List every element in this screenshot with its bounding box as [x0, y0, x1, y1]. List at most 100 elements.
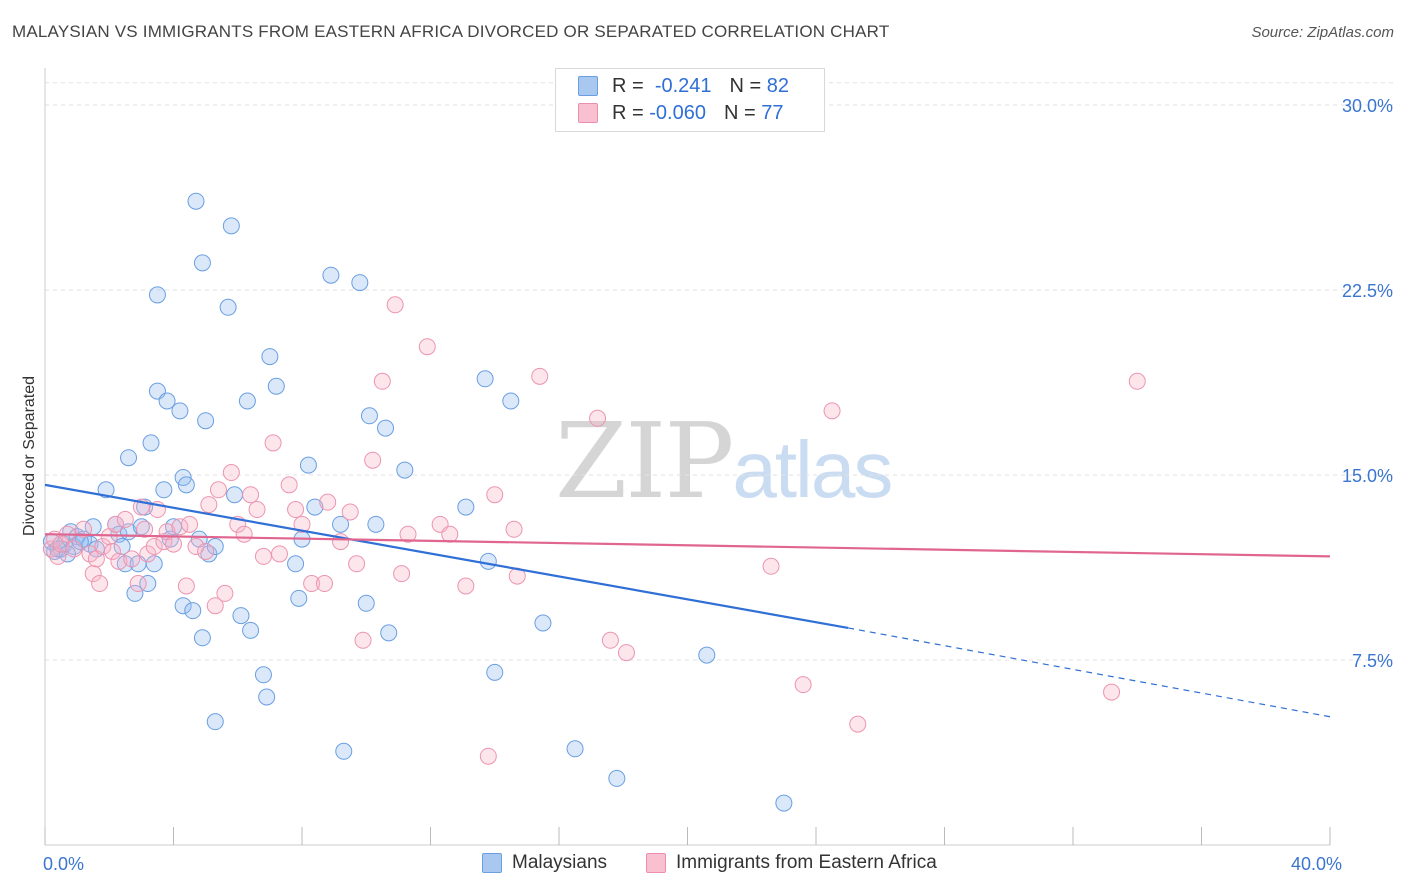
malaysians-point: [486, 663, 504, 681]
immigrants-point: [222, 464, 240, 482]
malaysians-point: [351, 274, 369, 292]
immigrants-point: [399, 525, 417, 543]
y-tick-label: 15.0%: [1342, 466, 1393, 486]
malaysians-point: [193, 629, 211, 647]
immigrants-point: [145, 538, 163, 556]
malaysians-point: [242, 621, 260, 639]
immigrants-point: [177, 577, 195, 595]
immigrants-point: [197, 542, 215, 560]
malaysians-point: [97, 481, 115, 499]
immigrants-point: [235, 525, 253, 543]
watermark: ZIPatlas: [555, 400, 893, 522]
immigrants-point: [364, 451, 382, 469]
immigrants-point: [849, 715, 867, 733]
immigrants-point: [319, 493, 337, 511]
immigrants-point: [181, 515, 199, 533]
legend-r-label: R =: [612, 74, 644, 97]
malaysians-point: [566, 740, 584, 758]
immigrants-point: [393, 565, 411, 583]
immigrants-point: [171, 518, 189, 536]
malaysians-point: [698, 646, 716, 664]
immigrants-point: [348, 555, 366, 573]
malaysians-point: [377, 419, 395, 437]
immigrants-point: [75, 520, 93, 538]
malaysians-point: [367, 515, 385, 533]
immigrants-point: [823, 402, 841, 420]
source-label: Source: ZipAtlas.com: [1251, 24, 1394, 41]
malaysians-point: [290, 589, 308, 607]
malaysians-point: [177, 476, 195, 494]
malaysians-point: [335, 742, 353, 760]
immigrants-point: [110, 552, 128, 570]
immigrants-point: [52, 535, 70, 553]
malaysians-point: [120, 449, 138, 467]
malaysians-point: [287, 555, 305, 573]
chart-title: MALAYSIAN VS IMMIGRANTS FROM EASTERN AFR…: [12, 22, 890, 41]
immigrants-point: [315, 575, 333, 593]
x-tick-label: 40.0%: [1291, 854, 1342, 874]
immigrants-point: [123, 550, 141, 568]
y-tick-label: 7.5%: [1352, 651, 1393, 671]
immigrants-point: [287, 501, 305, 519]
malaysians-point: [113, 538, 131, 556]
malaysians-point: [193, 254, 211, 272]
immigrants-point: [103, 542, 121, 560]
immigrants-point: [531, 367, 549, 385]
immigrants-point: [84, 565, 102, 583]
immigrants-point: [373, 372, 391, 390]
x-tick-label: 0.0%: [43, 854, 84, 874]
malaysians-point: [322, 266, 340, 284]
immigrants-point: [479, 747, 497, 765]
immigrants-point: [94, 538, 112, 556]
malaysians-point: [299, 456, 317, 474]
malaysians-point: [306, 498, 324, 516]
malaysians-point: [534, 614, 552, 632]
malaysians-point: [155, 481, 173, 499]
malaysians-point: [226, 486, 244, 504]
malaysians-point: [258, 688, 276, 706]
malaysians-point: [360, 407, 378, 425]
immigrants-point: [271, 545, 289, 563]
malaysians-point: [139, 575, 157, 593]
malaysians-point: [254, 666, 272, 684]
immigrants-point: [136, 520, 154, 538]
malaysians-point: [261, 348, 279, 366]
immigrants-point: [386, 296, 404, 314]
bottom-legend-label: Immigrants from Eastern Africa: [676, 852, 937, 873]
legend-n-value: 77: [761, 101, 784, 124]
legend-r-value: -0.241: [654, 74, 712, 97]
immigrants-point: [486, 486, 504, 504]
immigrants-point: [762, 557, 780, 575]
malaysians-trend-line: [44, 483, 849, 630]
bottom-legend-swatch-blue: [482, 853, 502, 873]
correlation-legend: R = -0.241 N = 82 R = -0.060 N = 77: [555, 68, 825, 132]
malaysians-point: [232, 607, 250, 625]
malaysians-point: [396, 461, 414, 479]
immigrants-point: [107, 515, 125, 533]
malaysians-point: [197, 412, 215, 430]
legend-n-label: N =: [723, 101, 756, 124]
malaysians-point: [219, 298, 237, 316]
immigrants-point: [457, 577, 475, 595]
immigrants-point: [209, 481, 227, 499]
malaysians-point: [380, 624, 398, 642]
immigrants-point: [293, 515, 311, 533]
immigrants-point: [354, 631, 372, 649]
immigrants-point: [441, 525, 459, 543]
immigrants-point: [200, 496, 218, 514]
legend-n-label: N =: [729, 74, 762, 97]
bottom-legend-swatch-pink: [646, 853, 666, 873]
malaysians-point: [158, 392, 176, 410]
immigrants-point: [601, 631, 619, 649]
immigrants-point: [165, 535, 182, 553]
immigrants-point: [254, 547, 272, 565]
malaysians-trend-extension: [848, 627, 1331, 718]
legend-swatch-pink: [578, 103, 598, 123]
watermark-atlas: atlas: [732, 425, 893, 514]
malaysians-point: [145, 555, 163, 573]
legend-r-label: R =: [612, 101, 644, 124]
malaysians-point: [332, 515, 350, 533]
malaysians-point: [502, 392, 520, 410]
malaysians-point: [187, 192, 205, 210]
malaysians-point: [148, 286, 166, 304]
